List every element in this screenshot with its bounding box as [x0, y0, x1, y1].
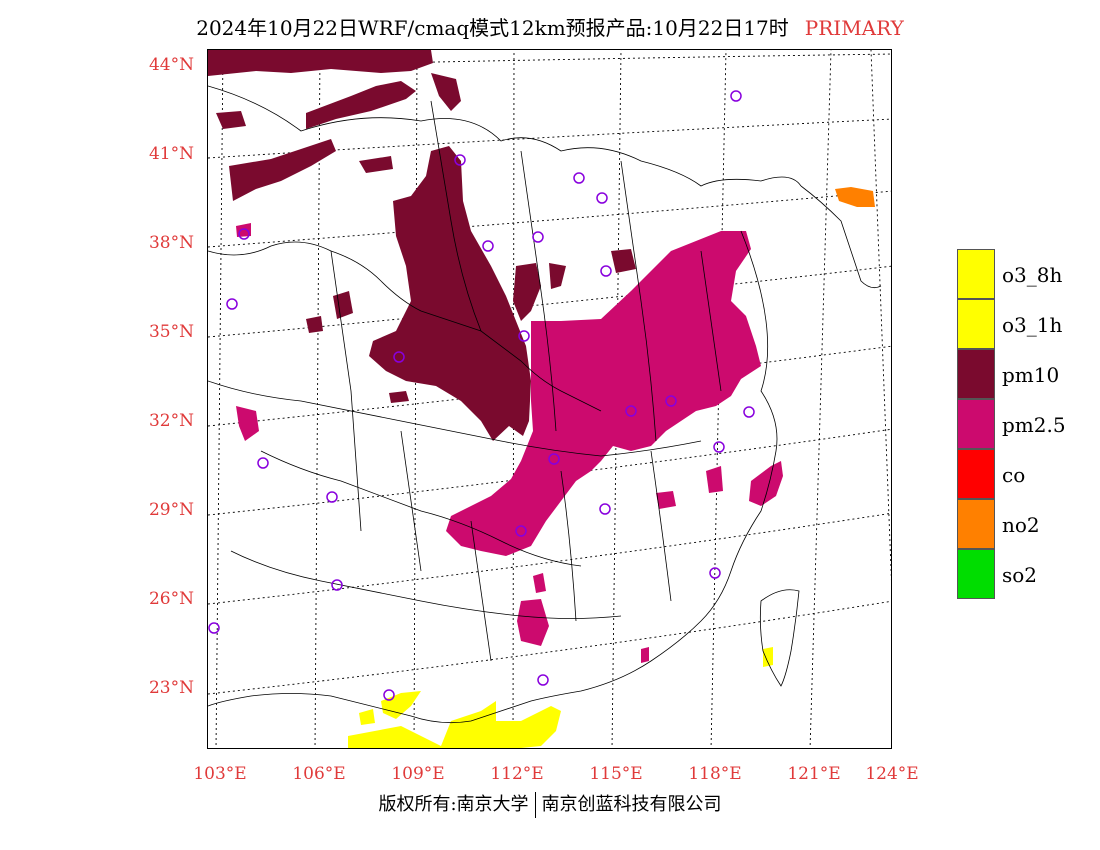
lon-label-103: 103°E: [193, 764, 247, 784]
footer-separator: [534, 792, 536, 818]
lat-label-29: 29°N: [148, 500, 194, 520]
lon-label-124: 124°E: [865, 764, 919, 784]
map-canvas: [208, 50, 891, 748]
map-title: 2024年10月22日WRF/cmaq模式12km预报产品:10月22日17时 P…: [0, 12, 1100, 41]
lat-label-32: 32°N: [148, 411, 194, 431]
pm25-layer: [236, 223, 783, 663]
lon-label-118: 118°E: [688, 764, 742, 784]
legend-swatch: [957, 299, 995, 349]
station-markers: [208, 90, 755, 701]
legend-swatch: [957, 349, 995, 399]
lon-label-115: 115°E: [589, 764, 643, 784]
lat-label-35: 35°N: [148, 322, 194, 342]
legend-swatch: [957, 399, 995, 449]
no2-layer: [835, 187, 875, 207]
legend-swatch: [957, 499, 995, 549]
lat-label-23: 23°N: [148, 678, 194, 698]
boundaries: [208, 85, 882, 724]
legend-label: so2: [1002, 563, 1038, 587]
footer: 版权所有:南京大学 南京创蓝科技有限公司: [0, 790, 1100, 818]
legend-label: o3_8h: [1002, 263, 1063, 287]
lat-label-44: 44°N: [148, 55, 194, 75]
legend-swatch: [957, 449, 995, 499]
legend-label: pm10: [1002, 363, 1060, 387]
legend-label: pm2.5: [1002, 413, 1066, 437]
o3-layer: [348, 647, 773, 748]
lat-label-38: 38°N: [148, 233, 194, 253]
title-tag: PRIMARY: [804, 16, 904, 40]
copyright-text: 版权所有:南京大学: [378, 794, 529, 815]
lat-label-41: 41°N: [148, 144, 194, 164]
forecast-map: [207, 49, 892, 749]
legend-label: co: [1002, 463, 1026, 487]
legend-label: o3_1h: [1002, 313, 1063, 337]
title-main: 2024年10月22日WRF/cmaq模式12km预报产品:10月22日17时: [196, 16, 789, 40]
legend-swatch: [957, 549, 995, 599]
lon-label-121: 121°E: [787, 764, 841, 784]
lat-label-26: 26°N: [148, 589, 194, 609]
pm10-layer: [208, 50, 636, 441]
lon-label-109: 109°E: [391, 764, 445, 784]
company-text: 南京创蓝科技有限公司: [541, 794, 722, 815]
legend-label: no2: [1002, 513, 1040, 537]
legend-swatch: [957, 249, 995, 299]
lon-label-112: 112°E: [490, 764, 544, 784]
lon-label-106: 106°E: [292, 764, 346, 784]
